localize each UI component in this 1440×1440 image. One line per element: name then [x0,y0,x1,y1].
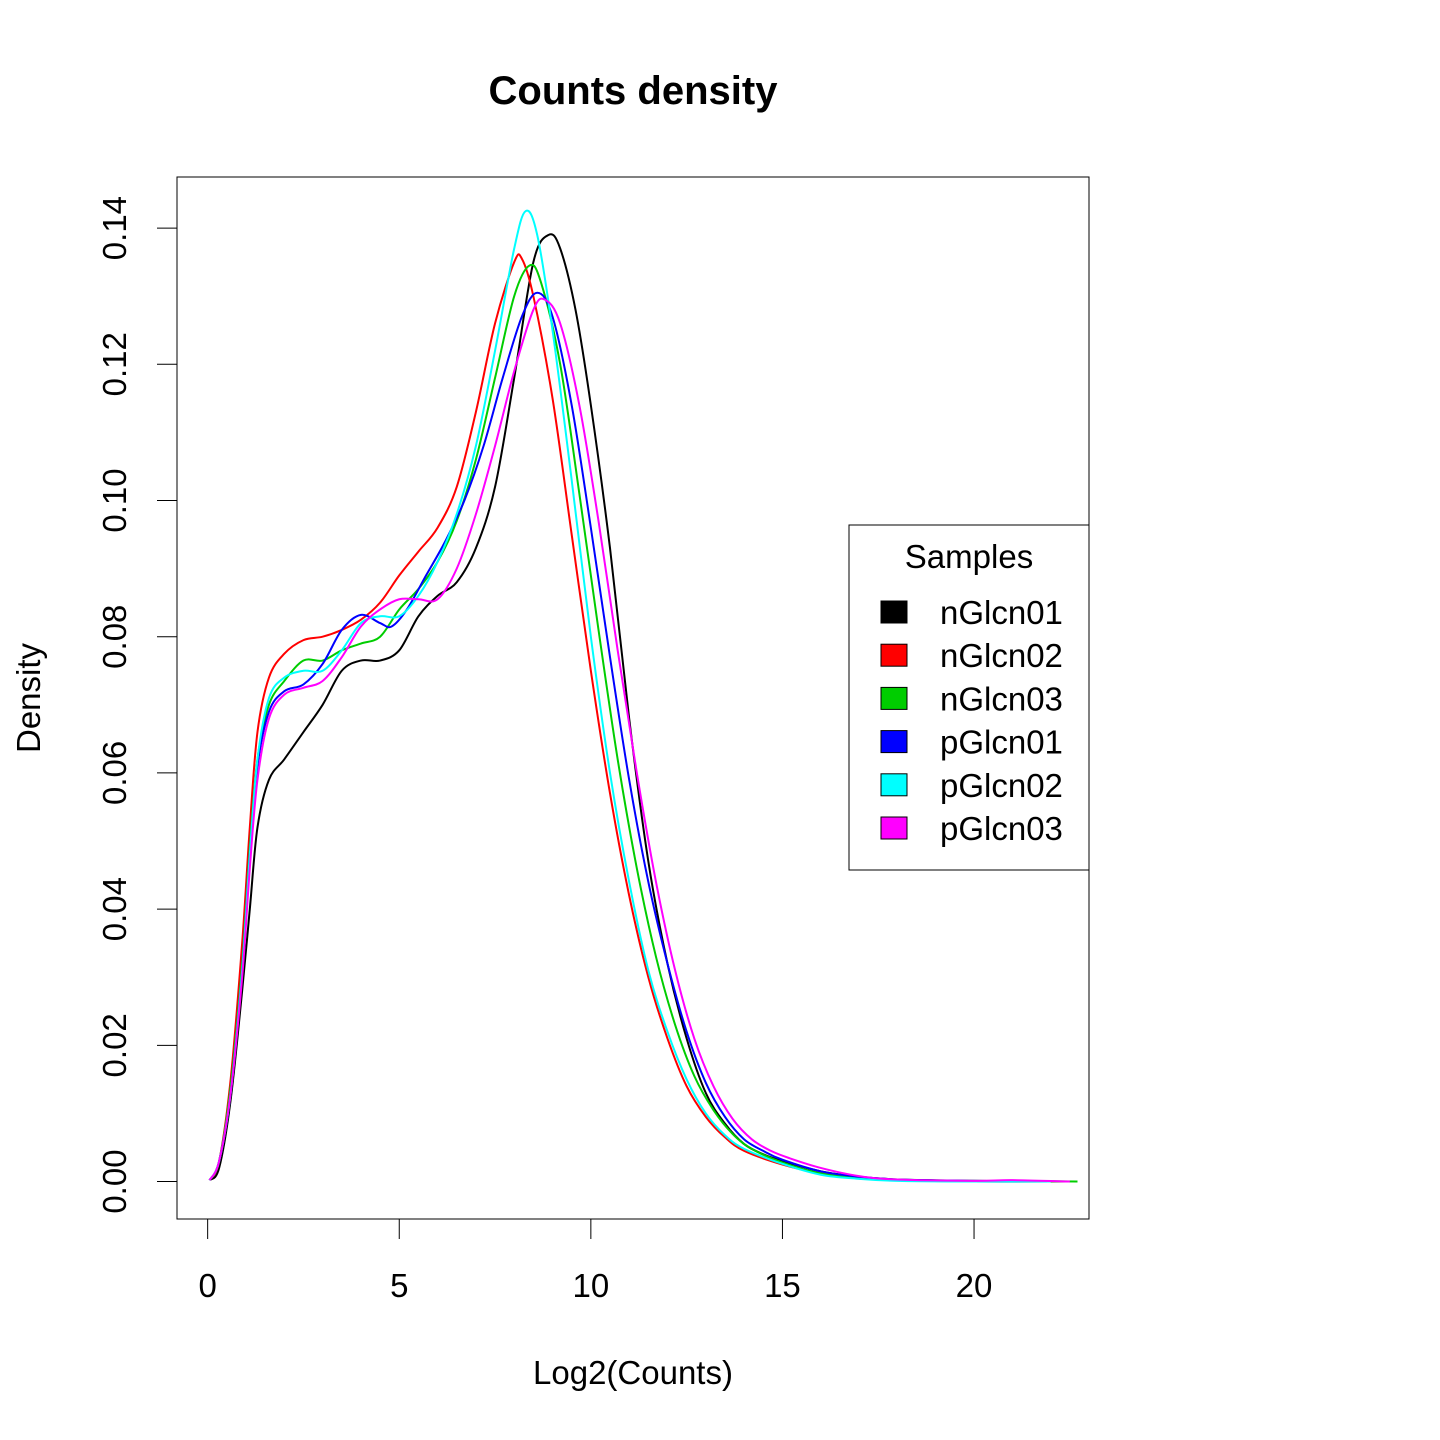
legend: Samples nGlcn01 nGlcn02 nGlcn03 pGlcn01 pGlc… [848,524,1090,871]
y-tick-label: 0.06 [96,741,133,805]
x-tick-label: 10 [572,1267,609,1304]
legend-title: Samples [905,538,1033,575]
legend-label: nGlcn03 [940,680,1063,717]
x-tick-label: 5 [390,1267,408,1304]
x-tick-label: 15 [764,1267,801,1304]
y-tick-label: 0.04 [96,877,133,941]
legend-label: nGlcn02 [940,637,1063,674]
y-tick-label: 0.12 [96,332,133,396]
density-line-pGlcn02 [208,209,1051,1183]
legend-swatch [880,600,908,624]
x-tick-label: 20 [956,1267,993,1304]
legend-item-nGlcn01: nGlcn01 [880,594,1063,631]
legend-label: pGlcn02 [940,767,1063,804]
density-curves [208,209,1078,1183]
y-axis-label: Density [10,642,47,753]
legend-item-pGlcn03: pGlcn03 [880,810,1063,847]
chart-title: Counts density [489,69,779,113]
density-line-pGlcn03 [208,297,1070,1183]
x-tick-label: 0 [198,1267,216,1304]
legend-swatch [880,730,908,754]
density-line-nGlcn03 [208,263,1078,1183]
y-tick-label: 0.02 [96,1013,133,1077]
x-axis: 0 5 10 15 20 [198,1218,993,1304]
legend-items: nGlcn01 nGlcn02 nGlcn03 pGlcn01 pGlcn02 pGlcn… [880,594,1063,847]
legend-swatch [880,686,908,710]
legend-label: pGlcn01 [940,724,1063,761]
legend-label: pGlcn03 [940,810,1063,847]
y-tick-label: 0.08 [96,605,133,669]
y-axis: 0.00 0.02 0.04 0.06 0.08 0.10 0.12 0.14 [96,196,178,1214]
x-axis-label: Log2(Counts) [533,1354,733,1391]
density-line-nGlcn02 [208,253,1051,1183]
y-tick-label: 0.00 [96,1149,133,1213]
legend-swatch [880,816,908,840]
legend-item-nGlcn02: nGlcn02 [880,637,1063,674]
legend-item-pGlcn01: pGlcn01 [880,724,1063,761]
y-tick-label: 0.10 [96,468,133,532]
legend-item-nGlcn03: nGlcn03 [880,680,1063,717]
density-line-pGlcn01 [208,291,1051,1183]
legend-swatch [880,643,908,667]
legend-swatch [880,773,908,797]
y-tick-label: 0.14 [96,196,133,260]
legend-item-pGlcn02: pGlcn02 [880,767,1063,804]
legend-label: nGlcn01 [940,594,1063,631]
